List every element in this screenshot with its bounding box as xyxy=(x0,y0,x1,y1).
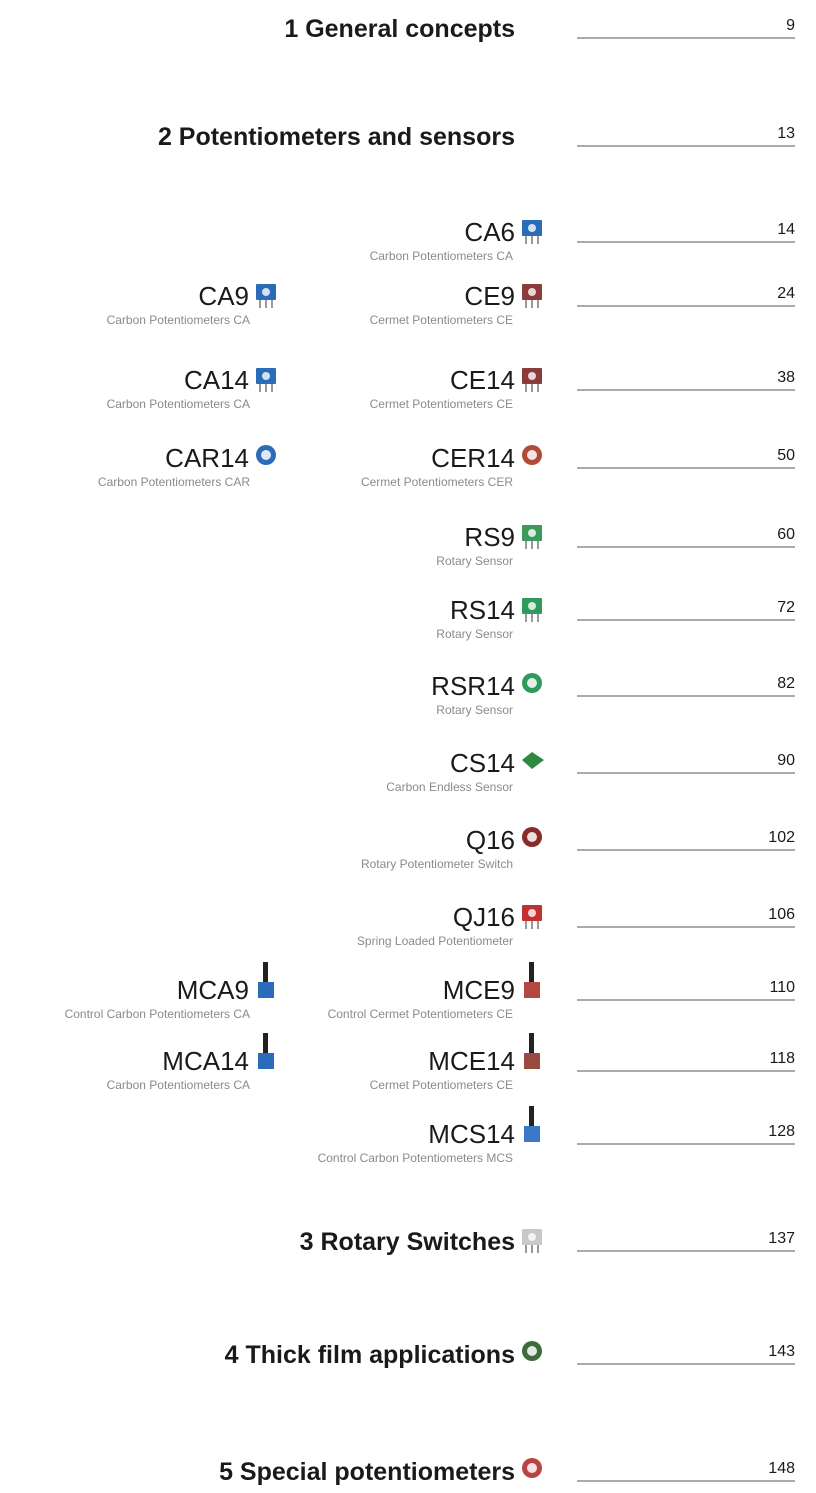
item-title: CE9 xyxy=(464,281,515,311)
icon-knob xyxy=(528,372,536,380)
item-title: QJ16 xyxy=(453,902,515,932)
page-number: 24 xyxy=(777,285,795,302)
item-subtitle: Rotary Sensor xyxy=(436,627,513,641)
section-title: 4 Thick film applications xyxy=(225,1341,515,1369)
icon-body xyxy=(258,1053,274,1069)
page-number: 60 xyxy=(777,526,795,543)
item-subtitle: Carbon Potentiometers CA xyxy=(370,249,513,263)
icon-shaft xyxy=(263,962,268,984)
page-number: 118 xyxy=(769,1050,795,1067)
icon-knob xyxy=(527,1463,537,1473)
page-number: 106 xyxy=(768,906,795,923)
icon-knob xyxy=(528,288,536,296)
page-number: 137 xyxy=(768,1230,795,1247)
item-title: Q16 xyxy=(466,825,515,855)
item-subtitle: Control Cermet Potentiometers CE xyxy=(328,1007,513,1021)
icon-knob xyxy=(261,450,271,460)
item-subtitle: Carbon Endless Sensor xyxy=(386,780,513,794)
item-subtitle: Control Carbon Potentiometers MCS xyxy=(318,1151,513,1165)
icon-knob xyxy=(528,602,536,610)
page-number: 50 xyxy=(777,447,795,464)
toc-page: 1 General concepts 9 2 Potentiometers and … xyxy=(0,0,816,1493)
item-subtitle: Carbon Potentiometers CA xyxy=(107,397,250,411)
page-number: 72 xyxy=(777,599,795,616)
item-title: MCE9 xyxy=(443,975,515,1005)
page-number: 9 xyxy=(786,17,795,34)
item-title: CAR14 xyxy=(165,443,249,473)
page-number: 14 xyxy=(777,221,795,238)
item-title: CS14 xyxy=(450,748,515,778)
item-title: CA6 xyxy=(464,217,515,247)
item-title: RS14 xyxy=(450,595,515,625)
item-subtitle: Control Carbon Potentiometers CA xyxy=(65,1007,250,1021)
icon-shaft xyxy=(529,962,534,984)
icon-knob xyxy=(527,450,537,460)
item-subtitle: Cermet Potentiometers CE xyxy=(370,1078,513,1092)
icon-shaft xyxy=(263,1033,268,1055)
item-subtitle: Cermet Potentiometers CE xyxy=(370,313,513,327)
item-title: MCS14 xyxy=(428,1119,515,1149)
page-number: 110 xyxy=(769,979,795,996)
section-title: 1 General concepts xyxy=(284,15,515,43)
icon-knob xyxy=(262,372,270,380)
item-subtitle: Rotary Sensor xyxy=(436,703,513,717)
page-number: 143 xyxy=(768,1343,795,1360)
icon-knob xyxy=(528,1233,536,1241)
icon-knob xyxy=(262,288,270,296)
icon-shaft xyxy=(529,1033,534,1055)
icon-body xyxy=(524,1053,540,1069)
item-subtitle: Rotary Sensor xyxy=(436,554,513,568)
item-title: CE14 xyxy=(450,365,515,395)
page-number: 148 xyxy=(768,1460,795,1477)
item-subtitle: Carbon Potentiometers CAR xyxy=(98,475,250,489)
page-number: 38 xyxy=(777,369,795,386)
page-number: 13 xyxy=(777,125,795,142)
icon-body xyxy=(522,752,544,769)
item-title: RSR14 xyxy=(431,671,515,701)
item-subtitle: Cermet Potentiometers CER xyxy=(361,475,513,489)
icon-knob xyxy=(527,832,537,842)
icon-body xyxy=(524,982,540,998)
icon-body xyxy=(258,982,274,998)
item-title: MCA9 xyxy=(177,975,249,1005)
icon-shaft xyxy=(529,1106,534,1128)
page-number: 82 xyxy=(777,675,795,692)
item-subtitle: Rotary Potentiometer Switch xyxy=(361,857,513,871)
item-title: RS9 xyxy=(464,522,515,552)
icon-knob xyxy=(528,529,536,537)
page-number: 102 xyxy=(768,829,795,846)
page-number: 128 xyxy=(768,1123,795,1140)
item-title: MCE14 xyxy=(428,1046,515,1076)
page-number: 90 xyxy=(777,752,795,769)
icon-knob xyxy=(527,678,537,688)
item-subtitle: Cermet Potentiometers CE xyxy=(370,397,513,411)
item-subtitle: Carbon Potentiometers CA xyxy=(107,313,250,327)
icon-knob xyxy=(528,224,536,232)
section-title: 5 Special potentiometers xyxy=(219,1458,515,1486)
item-title: CA14 xyxy=(184,365,249,395)
section-title: 3 Rotary Switches xyxy=(300,1228,515,1256)
item-subtitle: Spring Loaded Potentiometer xyxy=(357,934,513,948)
item-subtitle: Carbon Potentiometers CA xyxy=(107,1078,250,1092)
icon-body xyxy=(524,1126,540,1142)
item-title: MCA14 xyxy=(162,1046,249,1076)
icon-knob xyxy=(527,1346,537,1356)
item-title: CER14 xyxy=(431,443,515,473)
section-title: 2 Potentiometers and sensors xyxy=(158,123,515,151)
item-title: CA9 xyxy=(198,281,249,311)
icon-knob xyxy=(528,909,536,917)
